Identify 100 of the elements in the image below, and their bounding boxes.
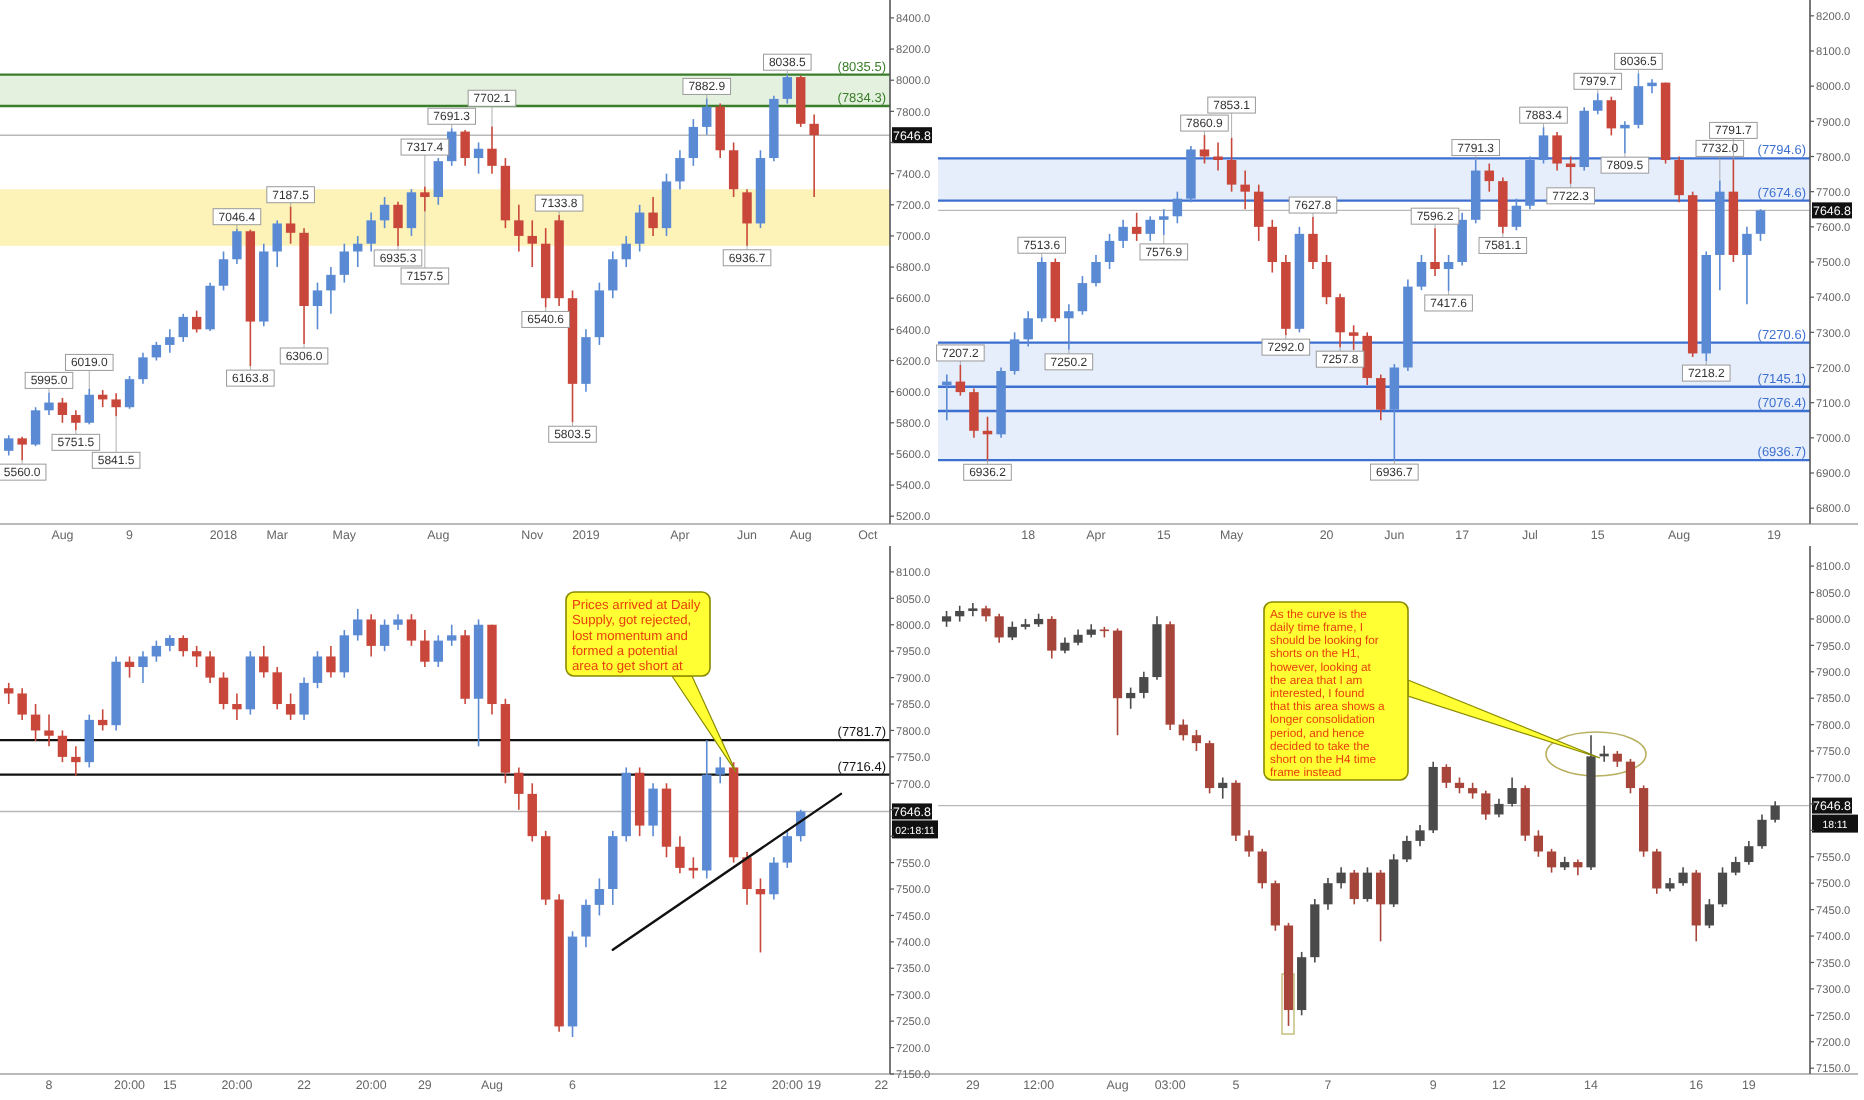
candlestick: [1606, 95, 1617, 137]
candlestick: [1348, 324, 1359, 351]
candlestick: [1757, 813, 1767, 850]
candlestick: [1308, 216, 1318, 270]
candlestick: [299, 676, 309, 721]
candlestick: [44, 713, 54, 748]
candlestick: [1770, 800, 1780, 824]
candlestick: [138, 351, 148, 385]
candlestick: [1389, 853, 1399, 908]
candlestick: [968, 602, 978, 618]
candlestick: [1742, 226, 1752, 305]
candlestick: [955, 364, 966, 397]
candlestick: [272, 666, 282, 711]
candlestick: [312, 650, 323, 689]
candlestick: [17, 436, 27, 461]
candlestick: [742, 188, 752, 247]
candlestick: [406, 613, 417, 647]
candlestick: [1257, 848, 1267, 890]
candlestick: [675, 149, 685, 190]
candlestick: [447, 623, 457, 647]
candlestick: [1336, 866, 1346, 890]
candlestick: [420, 629, 430, 668]
candlestick: [138, 650, 148, 684]
candlestick: [702, 97, 712, 136]
candlestick: [165, 328, 175, 354]
candlestick: [782, 73, 793, 105]
candlestick: [272, 219, 282, 268]
candlestick: [1226, 137, 1237, 193]
candlestick: [634, 203, 645, 253]
candlestick: [527, 219, 537, 268]
candlestick: [151, 341, 162, 362]
candlestick: [1023, 310, 1033, 348]
candlestick: [1139, 670, 1149, 700]
candlestick: [1625, 758, 1636, 795]
candlestick: [4, 434, 14, 457]
candlestick: [769, 856, 779, 901]
candlestick: [661, 172, 672, 237]
candlestick: [191, 645, 202, 668]
candlestick: [1520, 784, 1530, 842]
candlestick: [1498, 176, 1508, 235]
candlestick: [232, 692, 242, 721]
candlestick: [1009, 331, 1020, 376]
candlestick: [1704, 898, 1714, 929]
candlestick: [809, 113, 819, 198]
candlestick: [205, 281, 215, 332]
candlestick: [1633, 72, 1644, 130]
candlestick: [648, 782, 658, 837]
candlestick: [527, 782, 537, 843]
candlestick: [433, 634, 443, 668]
candlestick: [1678, 866, 1688, 887]
candlestick: [1533, 829, 1544, 858]
candlestick: [1253, 183, 1264, 242]
candlestick: [648, 196, 658, 237]
candlestick: [71, 745, 81, 777]
candlestick: [1402, 834, 1412, 863]
candlestick: [1178, 718, 1188, 742]
candlestick: [715, 756, 725, 785]
candlestick: [151, 639, 162, 663]
candlestick: [1270, 879, 1280, 932]
candlestick: [178, 634, 188, 658]
candlestick: [339, 242, 350, 284]
candlestick: [594, 281, 605, 346]
candlestick: [30, 406, 41, 447]
candlestick: [393, 200, 403, 247]
candlestick: [30, 703, 41, 742]
candlestick: [57, 397, 68, 424]
candlestick: [366, 613, 376, 658]
candlestick: [460, 129, 470, 167]
candlestick: [1511, 197, 1522, 232]
candlestick: [218, 671, 229, 711]
candlestick: [285, 692, 296, 721]
candlestick: [205, 650, 215, 684]
candlestick: [1204, 739, 1215, 795]
candlestick: [675, 835, 685, 874]
candlestick: [1218, 776, 1228, 800]
candlestick: [97, 708, 108, 732]
candlestick: [1593, 92, 1603, 116]
candlestick: [1484, 162, 1495, 193]
candlestick: [782, 830, 793, 869]
candlestick: [232, 227, 242, 265]
candlestick: [1415, 824, 1425, 847]
candlestick: [1077, 275, 1088, 316]
candlestick: [473, 141, 484, 175]
candlestick: [1172, 190, 1183, 225]
candlestick: [1091, 254, 1101, 288]
candlestick: [326, 266, 336, 315]
candlestick: [57, 729, 68, 763]
candlestick: [715, 102, 725, 159]
candlestick: [191, 309, 202, 334]
candlestick: [1731, 855, 1741, 877]
candlestick: [1525, 155, 1535, 211]
candlestick: [1647, 78, 1657, 94]
candlestick: [1349, 869, 1359, 906]
candlestick: [1191, 729, 1202, 752]
candlestick: [1267, 219, 1278, 274]
candlestick: [1441, 763, 1451, 789]
candlestick: [379, 196, 390, 229]
candlestick: [1494, 797, 1504, 818]
candlestick: [688, 118, 699, 167]
candlestick: [1362, 866, 1373, 903]
